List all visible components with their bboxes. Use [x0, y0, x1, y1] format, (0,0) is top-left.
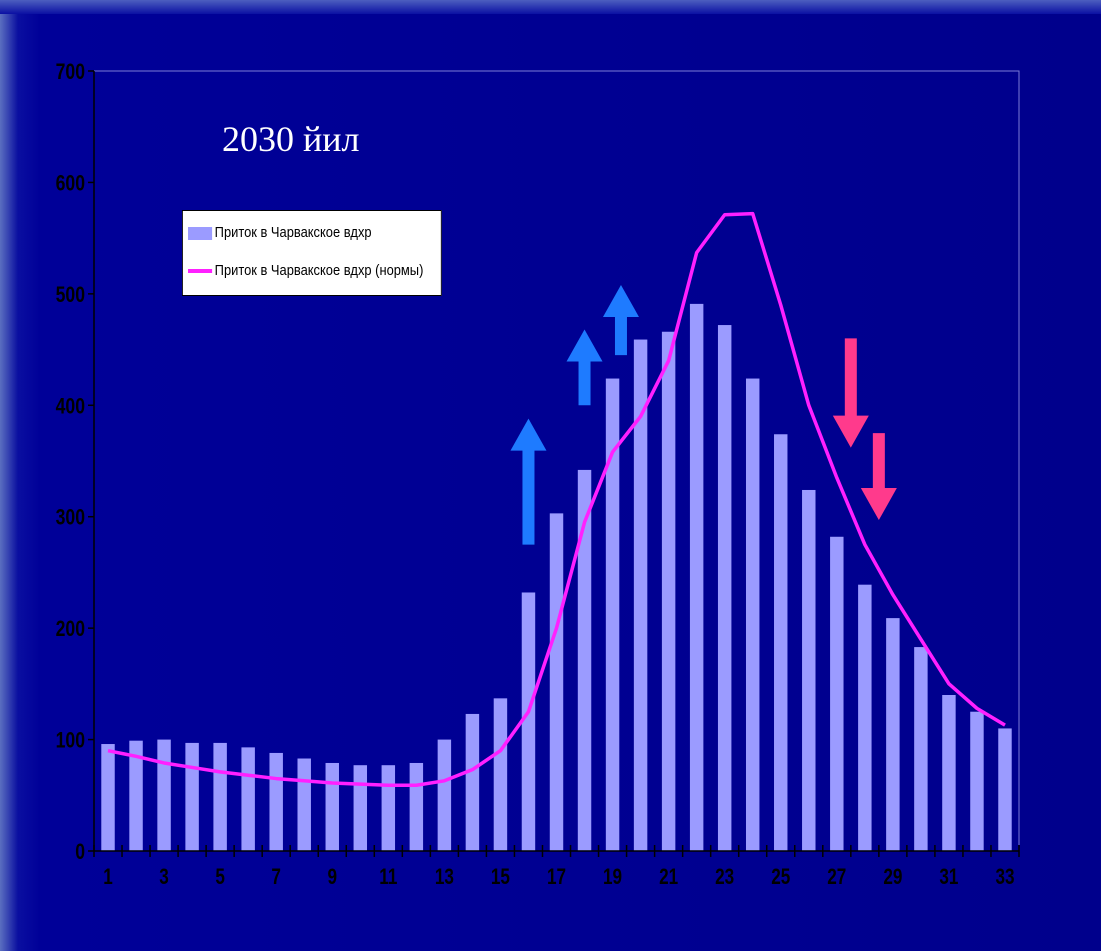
x-tick-label: 15: [491, 865, 510, 890]
annotation-arrows: [510, 284, 897, 545]
bar: [549, 513, 564, 851]
bar: [521, 592, 536, 851]
bar: [213, 742, 227, 851]
x-tick-label: 1: [103, 865, 113, 890]
bar: [633, 339, 648, 851]
chart-legend: Приток в Чарвакское вдхр Приток в Чарвак…: [182, 210, 442, 296]
down-arrow-icon: [832, 338, 869, 448]
bar: [101, 744, 115, 851]
up-arrow-icon: [566, 329, 603, 406]
bar: [353, 765, 368, 851]
bar: [437, 739, 452, 851]
bar: [465, 713, 480, 851]
up-arrow-icon: [510, 418, 547, 545]
x-tick-label: 3: [159, 865, 169, 890]
y-tick-label: 200: [56, 617, 85, 641]
x-tick-label: 11: [379, 865, 397, 890]
legend-line-swatch: [188, 269, 213, 274]
bar: [830, 536, 844, 851]
bar: [269, 752, 283, 851]
legend-item-line: Приток в Чарвакское вдхр (нормы): [188, 261, 423, 281]
x-tick-label: 17: [547, 865, 566, 890]
y-tick-label: 0: [75, 840, 85, 864]
bar-series: [101, 303, 1012, 851]
x-tick-label: 5: [215, 865, 225, 890]
legend-label-line: Приток в Чарвакское вдхр (нормы): [214, 262, 424, 279]
bar: [774, 434, 788, 851]
x-axis: 1 3 5 7 9 11 13 15 17 19 21 23 25 27 29 31 33: [93, 845, 1020, 890]
bar: [998, 728, 1012, 851]
bar: [717, 325, 732, 851]
bar: [241, 747, 255, 851]
bar: [802, 489, 816, 851]
y-tick-label: 600: [56, 172, 85, 196]
legend-label-bars: Приток в Чарвакское вдхр: [214, 224, 372, 241]
y-tick-label: 100: [56, 729, 85, 753]
x-tick-label: 25: [771, 865, 790, 890]
legend-item-bars: Приток в Чарвакское вдхр: [188, 223, 372, 243]
x-tick-label: 13: [435, 865, 454, 890]
x-tick-label: 31: [939, 865, 958, 890]
y-tick-label: 400: [56, 395, 85, 419]
x-tick-label: 9: [327, 865, 337, 890]
bar: [914, 647, 928, 851]
bar: [493, 698, 508, 851]
bar: [577, 469, 592, 851]
line-series: [107, 211, 1006, 788]
up-arrow-icon: [602, 284, 639, 356]
bar: [745, 378, 760, 851]
bar: [661, 331, 676, 851]
legend-bar-swatch: [188, 226, 213, 240]
bar: [886, 618, 900, 851]
y-tick-label: 300: [56, 506, 85, 530]
bar: [185, 742, 199, 851]
bar: [129, 740, 143, 851]
bar: [157, 739, 171, 851]
bar: [858, 584, 872, 851]
bar: [689, 303, 704, 851]
x-tick-label: 27: [827, 865, 846, 890]
x-tick-label: 33: [995, 865, 1014, 890]
bar: [297, 758, 311, 851]
bar: [381, 765, 396, 851]
bar: [970, 711, 984, 851]
y-tick-label: 700: [56, 60, 85, 84]
x-tick-label: 29: [883, 865, 902, 890]
down-arrow-icon: [860, 433, 897, 521]
x-tick-label: 7: [271, 865, 281, 890]
bar: [409, 762, 424, 851]
x-tick-label: 21: [659, 865, 678, 890]
chart-title: 2030 йил: [222, 119, 360, 159]
y-tick-label: 500: [56, 283, 85, 307]
bar: [325, 762, 339, 851]
series-line: [107, 211, 1006, 788]
y-axis: 0 100 200 300 400 500 600 700: [56, 60, 95, 865]
x-tick-label: 23: [715, 865, 734, 890]
bar: [605, 378, 620, 851]
x-tick-label: 19: [603, 865, 622, 890]
bar: [942, 695, 956, 851]
